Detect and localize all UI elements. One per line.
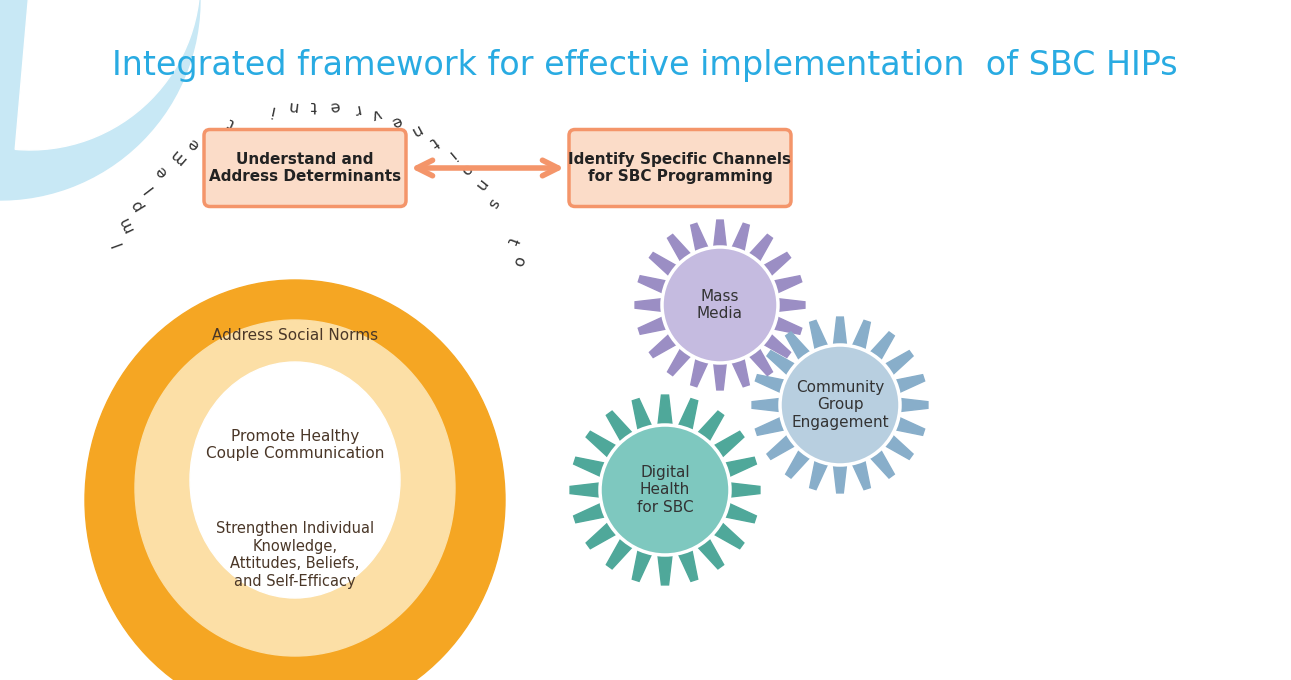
- Text: e: e: [154, 163, 170, 180]
- Text: e: e: [186, 135, 203, 152]
- Text: m: m: [167, 146, 188, 167]
- Text: Strengthen Individual
Knowledge,
Attitudes, Beliefs,
and Self-Efficacy: Strengthen Individual Knowledge, Attitud…: [216, 522, 374, 589]
- Text: Mass
Media: Mass Media: [697, 289, 744, 321]
- Text: I: I: [110, 239, 125, 248]
- Text: i: i: [444, 148, 457, 162]
- Wedge shape: [0, 0, 200, 200]
- Wedge shape: [15, 0, 200, 150]
- Text: Understand and
Address Determinants: Understand and Address Determinants: [209, 152, 402, 184]
- Text: n: n: [287, 98, 298, 114]
- Text: n: n: [408, 122, 423, 139]
- Text: t: t: [310, 97, 316, 112]
- Text: t: t: [427, 134, 440, 150]
- Text: n: n: [471, 177, 489, 194]
- Text: l: l: [141, 181, 155, 194]
- Text: s: s: [484, 195, 501, 210]
- Text: Digital
Health
for SBC: Digital Health for SBC: [636, 465, 693, 515]
- Text: Address Social Norms: Address Social Norms: [212, 328, 378, 343]
- Text: e: e: [389, 113, 404, 131]
- Polygon shape: [753, 317, 928, 493]
- Text: t: t: [503, 235, 519, 246]
- FancyBboxPatch shape: [204, 129, 405, 207]
- Ellipse shape: [136, 320, 454, 656]
- Text: Identify Specific Channels
for SBC Programming: Identify Specific Channels for SBC Progr…: [568, 152, 791, 184]
- Text: Promote Healthy
Couple Communication: Promote Healthy Couple Communication: [205, 429, 385, 461]
- Circle shape: [662, 247, 778, 363]
- Text: i: i: [267, 102, 275, 118]
- Text: r: r: [351, 101, 360, 117]
- FancyBboxPatch shape: [569, 129, 791, 207]
- Text: n: n: [204, 123, 219, 141]
- Text: Integrated framework for effective implementation  of SBC HIPs: Integrated framework for effective imple…: [112, 48, 1177, 82]
- Text: e: e: [329, 98, 341, 114]
- Text: m: m: [116, 214, 136, 234]
- Text: o: o: [510, 254, 527, 267]
- Polygon shape: [571, 395, 760, 585]
- Text: v: v: [369, 105, 383, 122]
- Text: t: t: [225, 114, 236, 131]
- Text: Community
Group
Engagement: Community Group Engagement: [791, 380, 888, 430]
- Ellipse shape: [85, 280, 505, 680]
- Polygon shape: [635, 220, 806, 390]
- Circle shape: [780, 345, 900, 465]
- Text: p: p: [127, 197, 145, 214]
- Ellipse shape: [190, 362, 400, 598]
- Circle shape: [600, 425, 729, 555]
- Text: o: o: [457, 160, 475, 178]
